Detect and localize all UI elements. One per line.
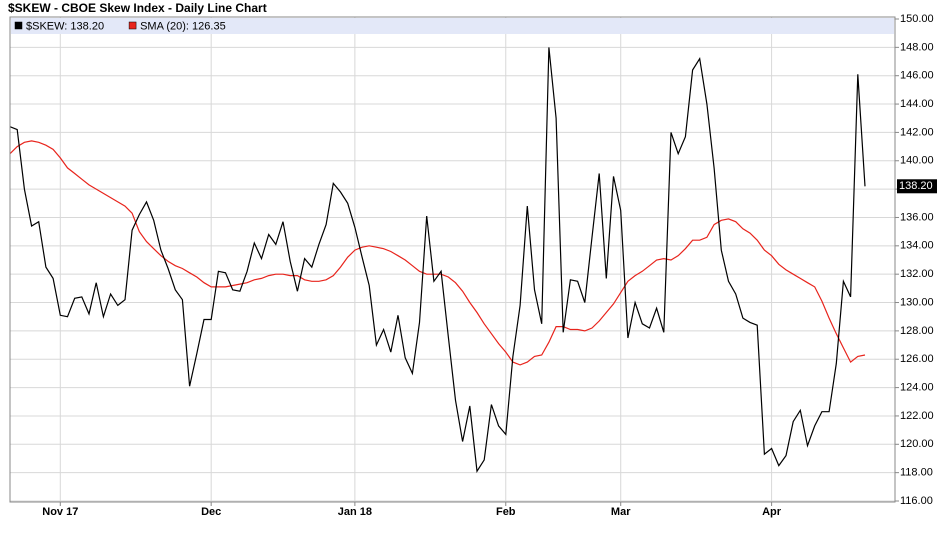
legend-swatch	[14, 21, 23, 30]
legend-label: SMA (20): 126.35	[140, 20, 226, 32]
y-tick-label: 146.00	[900, 70, 934, 82]
y-tick-label: 128.00	[900, 325, 934, 337]
y-tick-label: 144.00	[900, 98, 934, 110]
y-tick-label: 148.00	[900, 41, 934, 53]
x-tick-label: Apr	[762, 506, 782, 518]
legend-swatch	[128, 21, 137, 30]
y-tick-label: 122.00	[900, 410, 934, 422]
y-tick-label: 118.00	[900, 467, 933, 479]
y-tick-label: 150.00	[900, 13, 934, 25]
series-line	[9, 140, 866, 366]
y-tick-label: 134.00	[900, 240, 934, 252]
y-tick-label: 124.00	[900, 381, 934, 393]
y-tick-label: 140.00	[900, 155, 934, 167]
y-tick-label: 120.00	[900, 438, 934, 450]
last-value-tag	[897, 179, 937, 194]
x-tick-label: Mar	[611, 506, 631, 518]
x-tick-label: Dec	[201, 506, 221, 518]
x-tick-label: Feb	[496, 506, 516, 518]
plot-frame	[9, 16, 896, 503]
y-tick-label: 126.00	[900, 353, 934, 365]
plot	[9, 47, 866, 473]
chart-title: $SKEW - CBOE Skew Index - Daily Line Cha…	[8, 1, 267, 15]
x-tick-label: Jan 18	[338, 506, 372, 518]
series-line	[9, 47, 866, 473]
last-value-label: 138.20	[899, 180, 933, 192]
x-tick-label: Nov 17	[42, 506, 78, 518]
legend-label: $SKEW: 138.20	[26, 20, 104, 32]
y-tick-label: 136.00	[900, 211, 934, 223]
y-tick-label: 142.00	[900, 126, 934, 138]
legend-bar	[11, 18, 894, 34]
y-tick-label: 132.00	[900, 268, 934, 280]
y-tick-label: 116.00	[900, 495, 933, 507]
y-tick-label: 130.00	[900, 296, 934, 308]
